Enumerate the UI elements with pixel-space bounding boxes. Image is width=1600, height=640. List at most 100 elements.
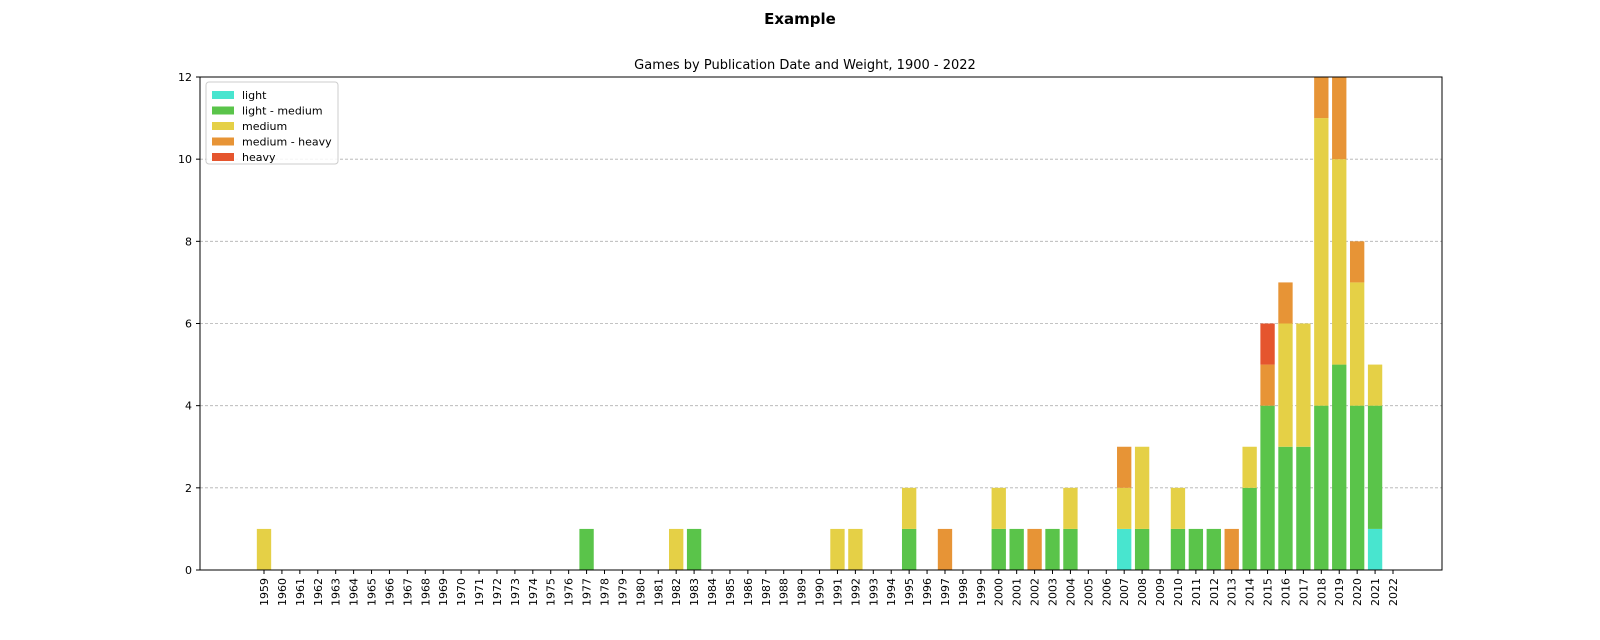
x-tick-label: 2005: [1082, 578, 1095, 606]
bar-light-medium: [1278, 446, 1293, 570]
bar-light-medium: [686, 528, 702, 570]
x-tick-label: 1964: [348, 578, 361, 606]
legend-swatch: [212, 106, 234, 115]
figure-suptitle: Example: [764, 10, 836, 28]
x-tick-label: 1981: [652, 578, 665, 606]
x-tick-label: 1968: [419, 578, 432, 606]
legend-swatch: [212, 91, 234, 99]
x-tick-label: 1971: [473, 578, 486, 606]
x-tick-label: 1989: [796, 578, 809, 606]
legend-box: [205, 81, 339, 165]
bar-medium: [1242, 446, 1257, 488]
x-tick-label: 2016: [1279, 578, 1292, 606]
x-tick-label: 1973: [509, 578, 522, 606]
bar-medium-heavy: [1332, 77, 1347, 160]
bar-medium: [991, 487, 1006, 529]
x-tick-label: 2022: [1387, 578, 1400, 606]
x-tick-label: 1991: [831, 578, 844, 606]
bar-medium: [1278, 323, 1293, 447]
bar-light-medium: [1009, 528, 1024, 570]
bar-light-medium: [1296, 446, 1311, 570]
x-tick-label: 2002: [1029, 578, 1042, 606]
bar-medium-heavy: [1278, 282, 1293, 324]
legend-label: medium - heavy: [242, 136, 332, 149]
x-tick-label: 2001: [1011, 578, 1024, 606]
x-tick-label: 2004: [1064, 578, 1077, 606]
x-tick-label: 2010: [1172, 578, 1185, 606]
bars: [256, 77, 1383, 570]
legend-label: light: [242, 89, 267, 102]
legend-swatch: [212, 122, 234, 130]
x-tick-label: 1963: [330, 578, 343, 606]
x-tick-label: 1959: [258, 578, 271, 606]
y-tick-label: 12: [178, 71, 192, 84]
x-tick-label: 1983: [688, 578, 701, 606]
x-tick-label: 1965: [366, 578, 379, 606]
x-tick-label: 1967: [401, 578, 414, 606]
legend: light light - medium medium medium - heavy h…: [205, 81, 339, 165]
x-tick-label: 1994: [885, 578, 898, 606]
bar-light-medium: [1188, 528, 1204, 570]
x-tick-label: 1984: [706, 578, 719, 606]
bar-medium-heavy: [937, 528, 953, 570]
bar-medium-heavy: [1027, 528, 1042, 570]
bar-light-medium: [1045, 528, 1060, 570]
x-tick-label: 2021: [1369, 578, 1382, 606]
bar-medium: [848, 528, 863, 570]
x-tick-label: 1976: [563, 578, 576, 606]
y-tick-label: 10: [178, 153, 192, 166]
x-tick-label: 1995: [903, 578, 916, 606]
x-tick-label: 1974: [527, 578, 540, 606]
x-tick-label: 2013: [1226, 578, 1239, 606]
x-tick-label: 2018: [1315, 578, 1328, 606]
legend-swatch: [212, 137, 234, 146]
legend-swatch: [212, 153, 234, 161]
x-tick-label: 1999: [975, 578, 988, 606]
x-tick-label: 1979: [616, 578, 629, 606]
legend-label: medium: [242, 120, 287, 133]
x-tick-label: 1988: [778, 578, 791, 606]
x-tick-label: 1961: [294, 578, 307, 606]
x-tick-label: 1986: [742, 578, 755, 606]
bar-medium: [669, 528, 684, 570]
y-tick-label: 2: [185, 482, 192, 495]
legend-label: heavy: [242, 151, 276, 164]
x-tick-label: 1978: [598, 578, 611, 606]
bar-light-medium: [1367, 405, 1383, 529]
bar-medium-heavy: [1349, 241, 1365, 283]
x-tick-label: 1993: [867, 578, 880, 606]
bar-medium: [1314, 118, 1329, 406]
bar-medium: [1170, 487, 1186, 529]
x-tick-label: 2009: [1154, 578, 1167, 606]
bar-light-medium: [1260, 405, 1275, 570]
bar-light-medium: [1242, 487, 1257, 570]
x-tick-label: 1970: [455, 578, 468, 606]
chart-title: Games by Publication Date and Weight, 19…: [634, 58, 976, 73]
bar-medium: [1332, 159, 1347, 365]
bar-light-medium: [991, 528, 1006, 570]
x-tick-label: 1980: [634, 578, 647, 606]
bar-medium-heavy: [1314, 77, 1329, 119]
bar-medium: [256, 528, 272, 570]
bar-light-medium: [1349, 405, 1365, 570]
x-tick-label: 2019: [1333, 578, 1346, 606]
bar-light-medium: [1332, 364, 1347, 570]
x-tick-label: 1960: [276, 578, 289, 606]
y-tick-label: 6: [185, 318, 192, 331]
x-tick-label: 1975: [545, 578, 558, 606]
y-tick-label: 8: [185, 235, 192, 248]
x-tick-label: 1969: [437, 578, 450, 606]
bar-medium: [1063, 487, 1078, 529]
x-tick-label: 1997: [939, 578, 952, 606]
x-tick-label: 1982: [670, 578, 683, 606]
x-tick-label: 1992: [849, 578, 862, 606]
bar-medium-heavy: [1260, 364, 1275, 406]
x-tick-label: 1972: [491, 578, 504, 606]
x-tick-label: 2008: [1136, 578, 1149, 606]
x-tick-label: 1977: [581, 578, 594, 606]
bar-medium: [1117, 487, 1132, 529]
bar-light-medium: [901, 528, 917, 570]
x-tick-label: 1985: [724, 578, 737, 606]
